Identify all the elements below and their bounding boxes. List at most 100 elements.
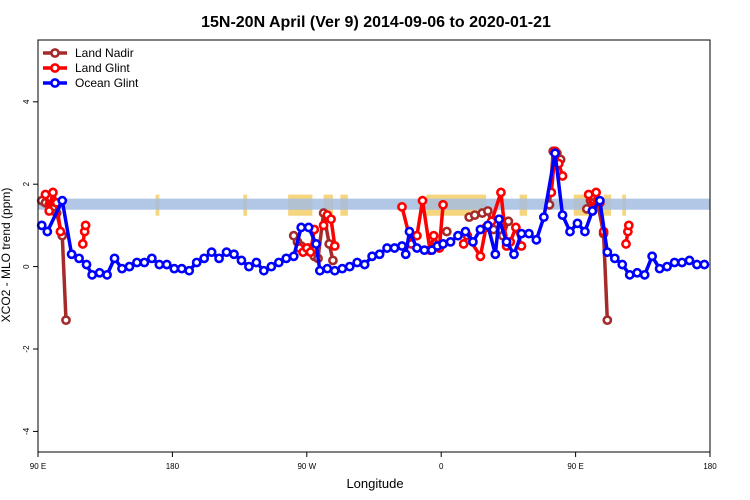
data-point	[632, 267, 643, 278]
data-point	[397, 241, 407, 251]
data-point	[57, 195, 68, 206]
plot-frame	[37, 39, 711, 453]
data-point	[124, 261, 135, 272]
legend-item: Land Nadir	[43, 46, 134, 60]
x-tick-label: 90 E	[30, 462, 46, 471]
data-point	[367, 251, 378, 262]
y-axis: -4 -2 0 2 4	[22, 99, 38, 435]
data-point	[647, 251, 658, 262]
data-point	[329, 241, 340, 251]
x-tick-label: 180	[166, 462, 180, 471]
data-point	[80, 220, 91, 231]
data-point	[314, 265, 325, 276]
data-point	[55, 226, 66, 237]
series-ocean-glint	[36, 148, 710, 280]
data-point	[206, 247, 217, 258]
data-point	[516, 228, 527, 239]
data-point	[494, 214, 504, 225]
data-point	[557, 210, 568, 220]
series-layer	[36, 146, 710, 326]
data-point	[468, 236, 478, 247]
data-point	[475, 224, 486, 235]
data-point	[617, 259, 628, 270]
data-point	[572, 218, 583, 229]
data-point	[621, 239, 631, 249]
data-point	[445, 236, 456, 247]
data-point	[214, 253, 224, 264]
data-point	[94, 267, 105, 278]
data-point	[438, 199, 448, 210]
data-point	[229, 249, 239, 260]
legend-label: Land Nadir	[75, 46, 134, 60]
data-point	[458, 239, 469, 249]
data-point	[236, 255, 247, 266]
data-point	[329, 265, 340, 276]
data-point	[81, 259, 92, 270]
data-point	[482, 206, 493, 216]
data-point	[482, 220, 493, 231]
data-point	[469, 210, 480, 220]
data-point	[352, 257, 363, 268]
data-point	[438, 239, 448, 249]
data-point	[587, 206, 598, 216]
data-point	[281, 253, 292, 264]
data-point	[359, 259, 370, 270]
data-point	[318, 220, 329, 231]
data-point	[623, 220, 634, 231]
data-point	[510, 222, 521, 233]
data-point	[161, 259, 172, 270]
data-point	[602, 247, 613, 258]
data-point	[550, 148, 560, 159]
x-tick-label: 0	[439, 462, 444, 471]
data-point	[419, 245, 430, 256]
data-point	[109, 253, 120, 264]
data-point	[475, 251, 486, 262]
data-point	[509, 249, 519, 260]
data-point	[428, 230, 439, 241]
data-point	[117, 263, 127, 274]
data-point	[496, 187, 506, 198]
data-point	[677, 257, 687, 268]
data-point	[288, 251, 299, 262]
data-point	[538, 212, 549, 223]
data-point	[305, 247, 316, 258]
legend-item: Ocean Glint	[43, 76, 139, 90]
data-point	[602, 315, 613, 326]
data-point	[176, 263, 187, 274]
y-tick-label: 2	[22, 181, 31, 186]
legend-marker	[50, 78, 60, 88]
data-point	[699, 259, 710, 270]
data-point	[191, 257, 202, 268]
data-point	[684, 255, 695, 266]
data-point	[322, 263, 333, 274]
data-point	[139, 257, 150, 268]
legend-item: Land Glint	[43, 61, 130, 75]
legend-label: Land Glint	[75, 61, 130, 75]
y-axis-label: XCO2 - MLO trend (ppm)	[0, 188, 13, 323]
data-point	[565, 226, 575, 237]
x-tick-label: 90 W	[297, 462, 316, 471]
data-point	[296, 222, 307, 233]
data-point	[639, 269, 650, 280]
data-point	[609, 253, 620, 264]
data-point	[441, 226, 452, 237]
data-point	[132, 257, 142, 268]
x-tick-label: 180	[703, 462, 717, 471]
data-point	[328, 255, 338, 266]
data-point	[397, 201, 407, 212]
data-point	[501, 236, 512, 247]
data-point	[344, 261, 355, 272]
data-point	[337, 263, 348, 274]
data-point	[77, 239, 88, 249]
data-point	[531, 234, 542, 245]
data-point	[662, 261, 672, 272]
y-tick-label: -4	[22, 427, 31, 435]
data-point	[48, 187, 58, 198]
data-point	[154, 259, 165, 270]
data-point	[42, 226, 53, 237]
data-point	[66, 249, 77, 260]
reference-band	[38, 198, 710, 210]
data-point	[453, 230, 463, 241]
